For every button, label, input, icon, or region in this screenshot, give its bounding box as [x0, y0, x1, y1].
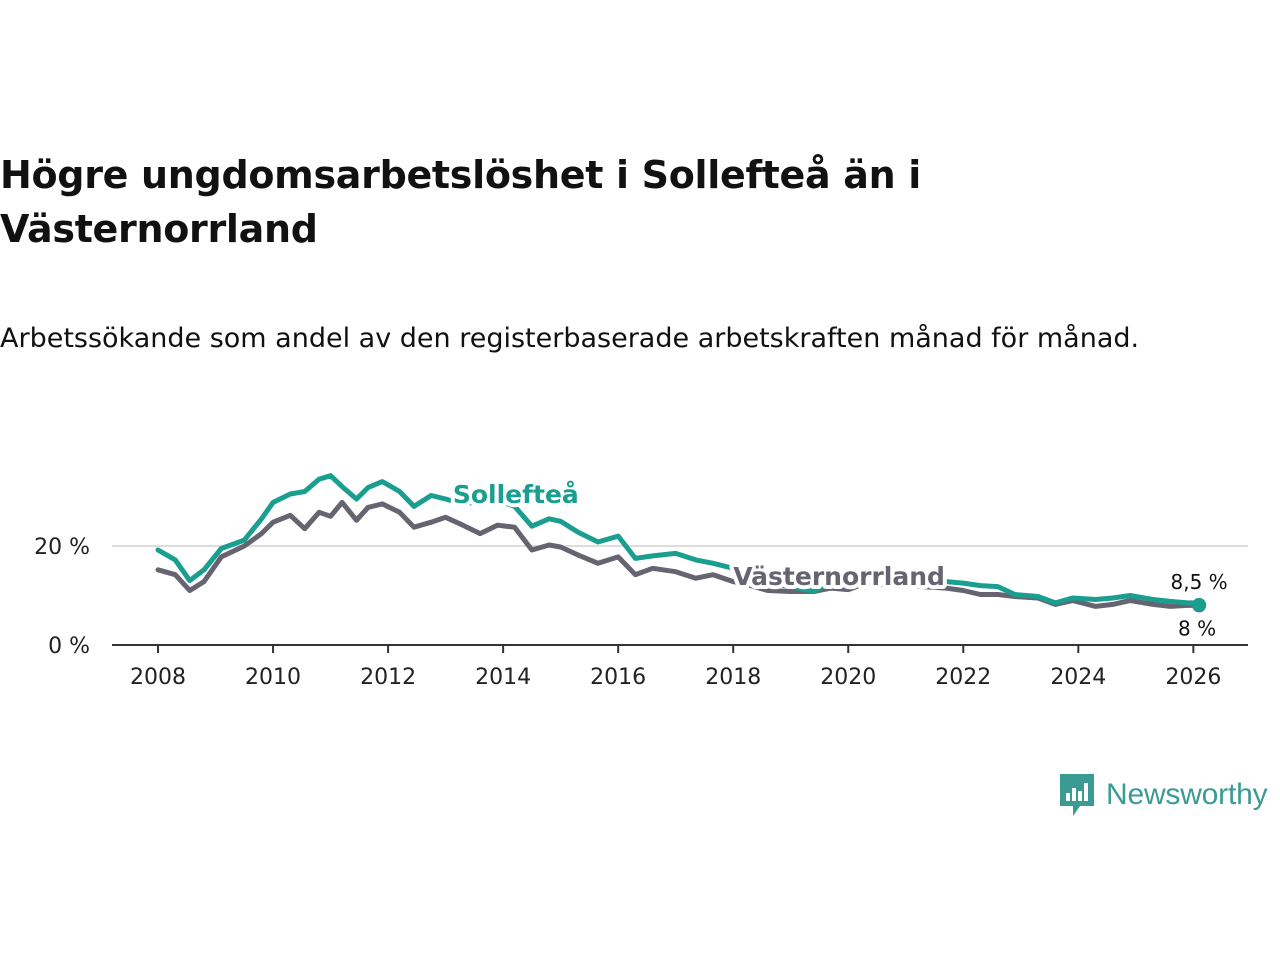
end-value-vasternorrland: 8 %	[1178, 616, 1216, 640]
series-endpoint	[1192, 597, 1207, 612]
series-line-sollefte-	[155, 473, 1202, 606]
chart-subtitle: Arbetssökande som andel av den registerb…	[0, 323, 1140, 354]
x-tick-label: 2022	[935, 665, 991, 690]
newsworthy-logo-icon	[1060, 774, 1094, 816]
axis-layer: 0 % 20 % 2008 2010 2012 2014 2016 2018 2020 2022 2…	[34, 535, 1248, 690]
series-label-vasternorrland: Västernorrland	[733, 562, 945, 591]
x-tick-label: 2018	[705, 665, 761, 690]
x-tick-label: 2026	[1165, 665, 1221, 690]
y-tick-label: 0 %	[48, 634, 90, 659]
brand: Newsworthy	[1058, 772, 1268, 818]
y-tick-label: 20 %	[34, 535, 90, 560]
x-tick-label: 2010	[245, 665, 301, 690]
x-tick-label: 2024	[1050, 665, 1106, 690]
x-tick-label: 2012	[360, 665, 416, 690]
end-value-solleftea: 8,5 %	[1171, 570, 1228, 594]
chart-title: Högre ungdomsarbetslöshet i Sollefteå än…	[0, 153, 922, 251]
x-tick-label: 2020	[820, 665, 876, 690]
x-tick-label: 2014	[475, 665, 531, 690]
x-tick-label: 2016	[590, 665, 646, 690]
x-tick-label: 2008	[130, 665, 186, 690]
brand-name: Newsworthy	[1106, 778, 1268, 811]
series-layer	[155, 473, 1207, 613]
label-layer: Sollefteå Västernorrland 8,5 % 8 %	[449, 476, 1228, 640]
series-label-solleftea: Sollefteå	[453, 480, 579, 509]
